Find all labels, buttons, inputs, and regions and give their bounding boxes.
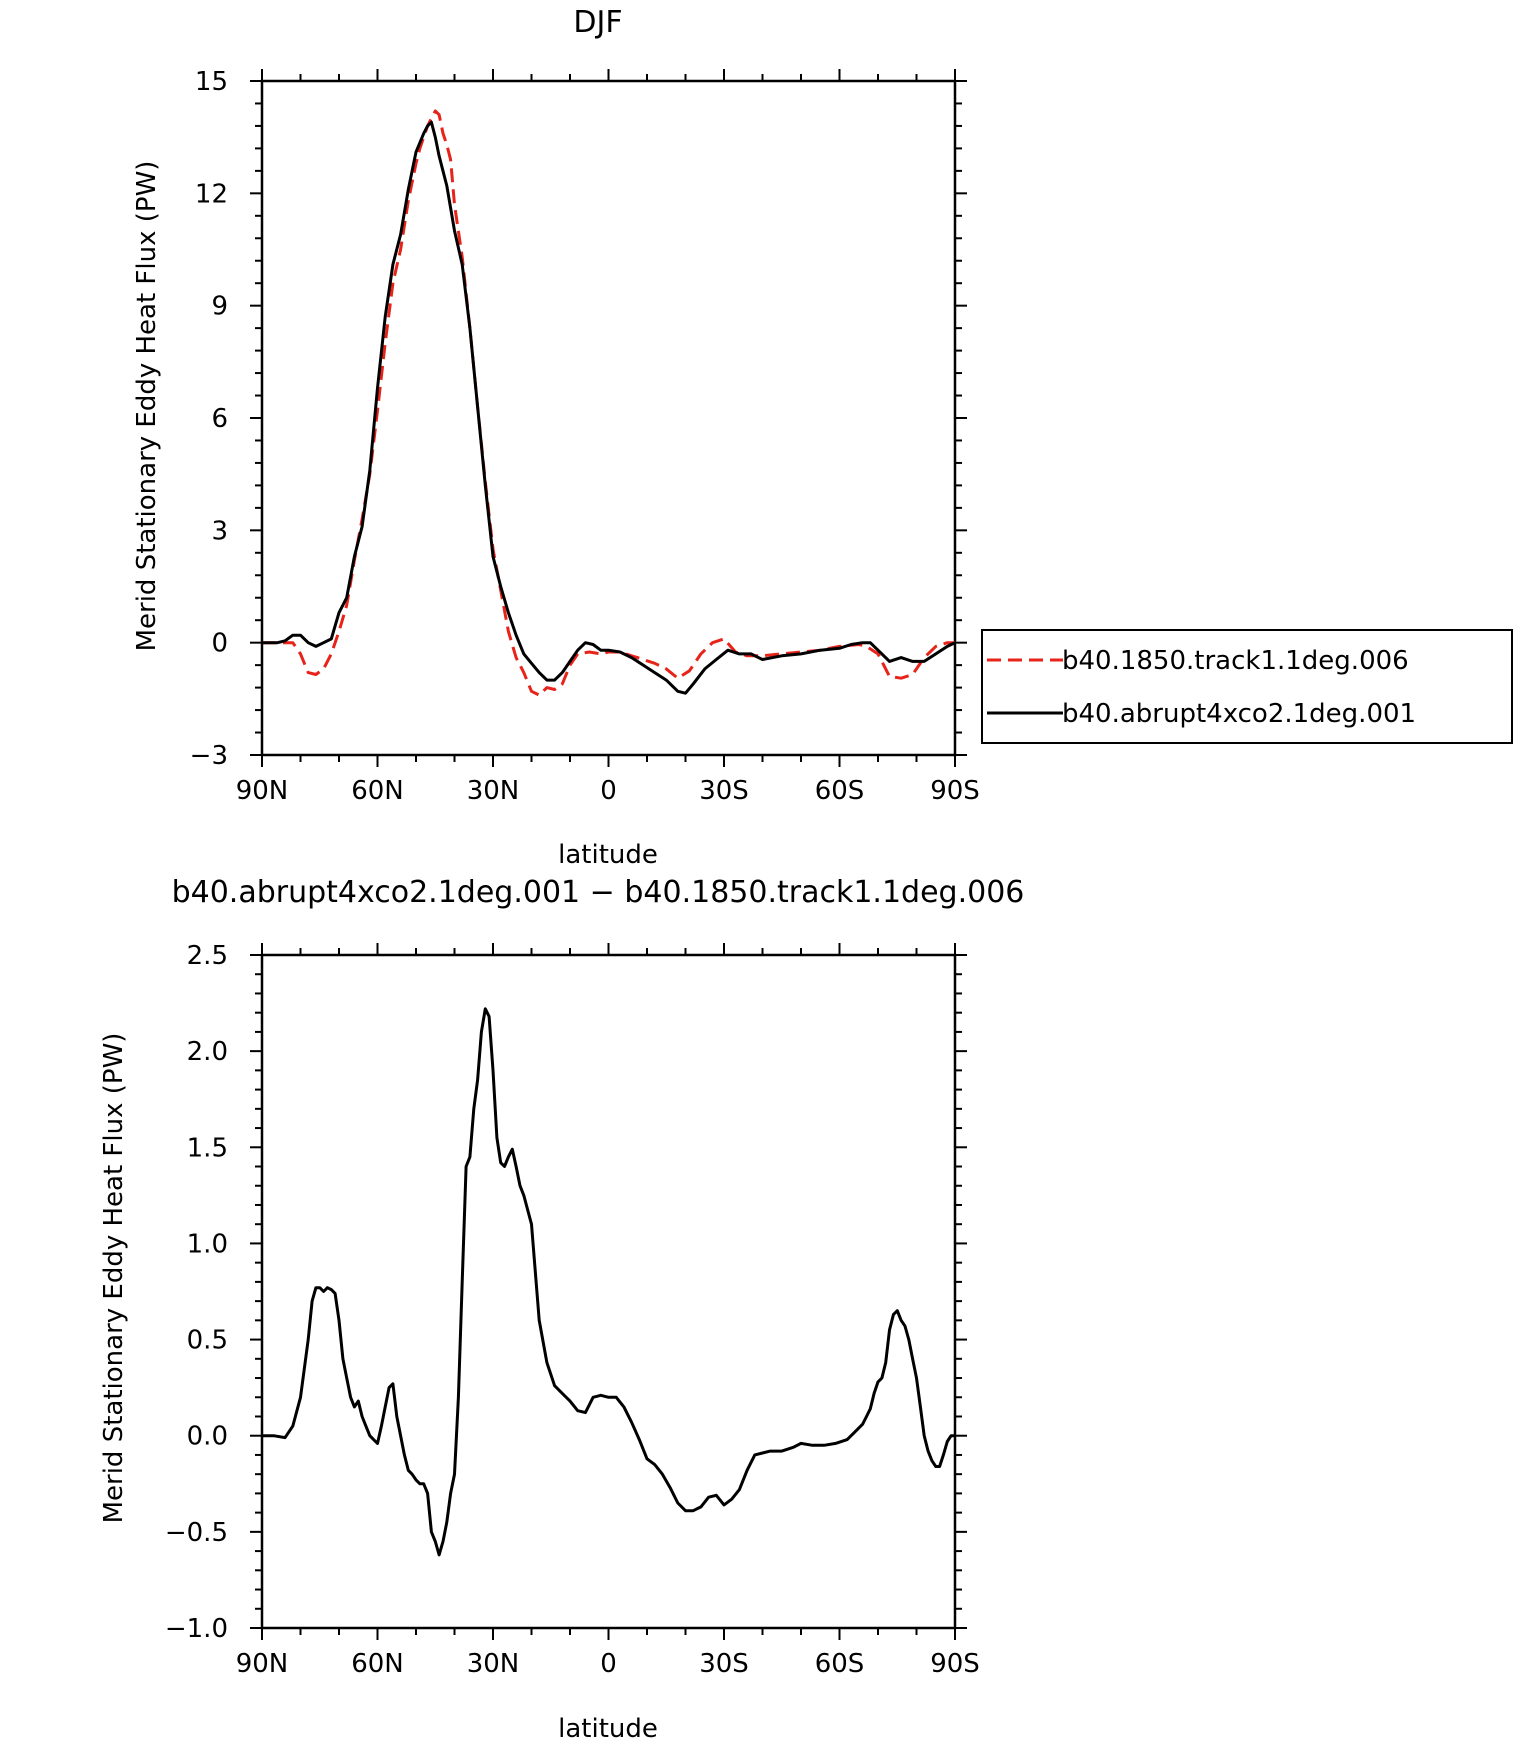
top-chart-frame [260,79,957,757]
bottom-chart-y-tick-label: 1.5 [187,1133,228,1163]
bottom-chart-x-tick-label: 30N [467,1649,520,1679]
bottom-chart-y-tick-label: −1.0 [165,1614,228,1644]
bottom-chart-series-line-1 [262,1007,955,1557]
top-chart-title: DJF [573,5,622,40]
legend-label-series-1: b40.1850.track1.1deg.006 [1062,646,1409,676]
top-chart-series-line-1 [262,109,955,697]
bottom-chart-x-tick-label: 0 [600,1649,617,1679]
top-chart-y-tick-label: 6 [211,404,228,434]
top-chart-y-tick-label: 12 [195,179,228,209]
bottom-chart-panel: b40.abrupt4xco2.1deg.001 − b40.1850.trac… [99,875,1024,1743]
bottom-chart-y-tick-label: 0.5 [187,1326,228,1356]
top-chart-panel: DJF 90N 60N 30N 0 30S 60S 90S −3 0 3 6 9 12 15 latitu… [132,5,980,870]
top-chart-x-tick-label: 30N [467,776,520,806]
bottom-chart-x-tick-label: 60S [815,1649,865,1679]
top-chart-plot-area: 90N 60N 30N 0 30S 60S 90S −3 0 3 6 9 12 15 [190,67,980,806]
bottom-chart-y-tick-label: −0.5 [165,1518,228,1548]
legend-label-series-2: b40.abrupt4xco2.1deg.001 [1062,699,1416,729]
top-chart-x-tick-label: 60N [351,776,404,806]
bottom-chart-x-tick-label: 30S [699,1649,749,1679]
top-chart-series-line-2 [262,120,955,695]
top-chart-y-tick-label: −3 [190,741,228,771]
top-chart-x-tick-label: 60S [815,776,865,806]
top-chart-x-tick-label: 90S [930,776,980,806]
bottom-chart-y-tick-label: 1.0 [187,1229,228,1259]
bottom-chart-y-tick-label: 0.0 [187,1422,228,1452]
top-chart-x-tick-label: 0 [600,776,617,806]
top-chart-y-tick-label: 0 [211,629,228,659]
top-chart-x-axis-title: latitude [558,840,658,870]
bottom-chart-frame [260,953,957,1630]
bottom-chart-plot-area: 90N 60N 30N 0 30S 60S 90S −1.0 −0.5 0.0 0.5 1.0 1.5 2… [165,941,980,1679]
top-chart-x-tick-label: 30S [699,776,749,806]
top-chart-y-tick-label: 15 [195,67,228,97]
bottom-chart-y-axis-title: Merid Stationary Eddy Heat Flux (PW) [99,1033,129,1524]
top-chart-y-tick-label: 9 [211,292,228,322]
bottom-chart-y-tick-label: 2.5 [187,941,228,971]
bottom-chart-title: b40.abrupt4xco2.1deg.001 − b40.1850.trac… [172,875,1025,910]
bottom-chart-y-tick-label: 2.0 [187,1037,228,1067]
bottom-chart-x-axis-title: latitude [558,1714,658,1743]
legend: b40.1850.track1.1deg.006 b40.abrupt4xco2… [981,629,1513,744]
bottom-chart-x-tick-label: 90S [930,1649,980,1679]
top-chart-y-tick-label: 3 [211,516,228,546]
bottom-chart-x-tick-label: 90N [236,1649,289,1679]
bottom-chart-x-tick-label: 60N [351,1649,404,1679]
legend-box [981,629,1513,744]
top-chart-x-tick-label: 90N [236,776,289,806]
top-chart-y-axis-title: Merid Stationary Eddy Heat Flux (PW) [132,161,162,652]
